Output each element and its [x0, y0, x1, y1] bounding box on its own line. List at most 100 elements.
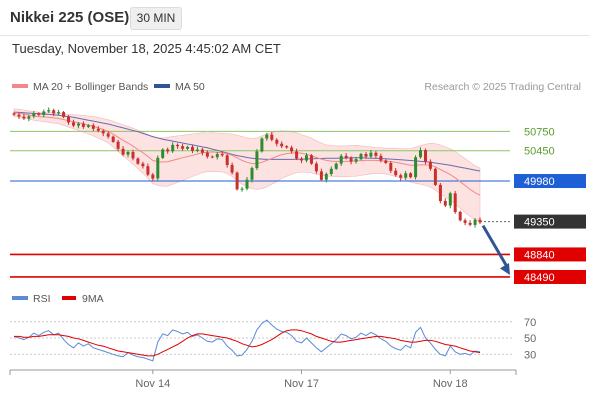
- rsi-legend-swatch: [12, 296, 28, 300]
- candle-body-48: [250, 168, 254, 180]
- forecast-arrow-head: [499, 263, 510, 275]
- candle-body-86: [438, 184, 442, 201]
- candle-body-80: [409, 173, 413, 178]
- candle-body-71: [364, 154, 368, 157]
- candle-body-38: [200, 149, 204, 153]
- forecast-arrow: [481, 224, 510, 275]
- candle-body-24: [131, 152, 135, 159]
- rsi-ma-legend-label: 9MA: [82, 293, 104, 305]
- candle-body-52: [270, 134, 274, 140]
- candle-body-54: [280, 143, 284, 147]
- candle-body-10: [62, 112, 66, 117]
- ma20-legend-label: MA 20 + Bollinger Bands: [33, 81, 148, 93]
- candle-body-83: [424, 150, 427, 162]
- support-label-4: 48840: [524, 249, 555, 261]
- timeframe-button[interactable]: 30 MIN: [130, 7, 182, 30]
- ma20-legend-swatch: [12, 84, 28, 88]
- candle-body-53: [275, 139, 279, 144]
- candle-body-20: [111, 136, 115, 142]
- candle-body-26: [141, 163, 145, 167]
- candle-body-73: [374, 152, 378, 156]
- rsi-legend-label: RSI: [33, 293, 51, 305]
- candle-body-82: [419, 150, 422, 158]
- candle-body-49: [255, 151, 259, 169]
- candle-body-13: [77, 123, 80, 126]
- chart-datetime: Tuesday, November 18, 2025 4:45:02 AM CE…: [12, 41, 281, 56]
- candle-body-28: [151, 174, 155, 179]
- candle-body-64: [329, 168, 333, 174]
- candle-body-91: [463, 220, 467, 223]
- candle-body-22: [121, 148, 125, 155]
- candle-body-32: [171, 144, 175, 152]
- support-label-5: 48490: [524, 272, 555, 284]
- candle-body-79: [404, 173, 408, 178]
- candle-body-3: [27, 116, 31, 119]
- candle-body-65: [334, 163, 338, 169]
- candle-body-88: [448, 193, 452, 206]
- candle-body-17: [96, 128, 100, 131]
- candle-body-47: [245, 179, 249, 189]
- candle-body-21: [116, 141, 120, 149]
- rsi-tick-label-1: 50: [524, 333, 536, 345]
- last-price-tag: [514, 214, 586, 229]
- pivot-label: 49980: [524, 176, 555, 188]
- ma50-legend-swatch: [154, 84, 170, 88]
- candle-body-70: [359, 154, 363, 160]
- x-tick-label-0: Nov 14: [135, 378, 170, 390]
- candle-body-55: [285, 146, 289, 148]
- candle-body-84: [428, 161, 432, 169]
- candle-body-59: [305, 155, 308, 161]
- candle-body-9: [57, 112, 61, 114]
- rsi-line: [13, 319, 481, 362]
- candle-body-4: [32, 113, 36, 117]
- candle-body-14: [81, 123, 85, 127]
- resistance-label-1: 50450: [524, 146, 555, 158]
- candle-body-76: [389, 163, 393, 171]
- candle-body-51: [265, 134, 269, 139]
- candle-body-92: [468, 222, 472, 225]
- candle-body-39: [205, 152, 209, 157]
- candle-body-77: [394, 170, 398, 176]
- candle-body-94: [478, 219, 482, 223]
- candle-body-36: [191, 146, 194, 151]
- last-price-label: 49350: [524, 217, 555, 229]
- candle-body-85: [433, 168, 437, 185]
- candle-body-1: [17, 114, 21, 117]
- candle-body-25: [136, 158, 140, 164]
- candle-body-12: [72, 122, 75, 126]
- candle-body-0: [12, 113, 16, 115]
- rsi-tick-label-0: 70: [524, 317, 536, 329]
- instrument-title: Nikkei 225 (OSE): [10, 9, 130, 26]
- candle-body-41: [215, 154, 219, 158]
- candle-body-68: [349, 157, 353, 162]
- candle-body-40: [210, 156, 214, 158]
- candle-body-35: [186, 146, 189, 149]
- candle-body-89: [453, 193, 457, 212]
- rsi-tick-label-2: 30: [524, 349, 536, 361]
- candle-body-72: [369, 152, 373, 157]
- candle-body-29: [156, 157, 160, 179]
- candle-body-61: [314, 163, 318, 172]
- candle-body-8: [52, 110, 56, 114]
- candle-body-66: [339, 155, 343, 164]
- candle-body-50: [260, 138, 264, 152]
- credit-text: Research © 2025 Trading Central: [424, 81, 581, 93]
- moving-averages: [13, 111, 481, 196]
- candle-body-11: [67, 116, 70, 123]
- candle-body-7: [47, 110, 51, 112]
- candle-body-45: [235, 172, 239, 190]
- candle-body-16: [91, 125, 95, 129]
- candle-body-78: [399, 175, 403, 178]
- candle-body-81: [414, 157, 418, 178]
- candle-body-18: [101, 130, 105, 134]
- candle-body-44: [230, 164, 234, 173]
- resistance-label-0: 50750: [524, 126, 555, 138]
- forecast-arrow-shaft: [481, 224, 508, 266]
- candles: [12, 107, 482, 228]
- candle-body-69: [354, 159, 358, 162]
- candle-body-75: [384, 160, 388, 163]
- candle-body-30: [161, 149, 165, 158]
- candle-body-90: [458, 211, 462, 221]
- support-tag-4: [514, 247, 586, 262]
